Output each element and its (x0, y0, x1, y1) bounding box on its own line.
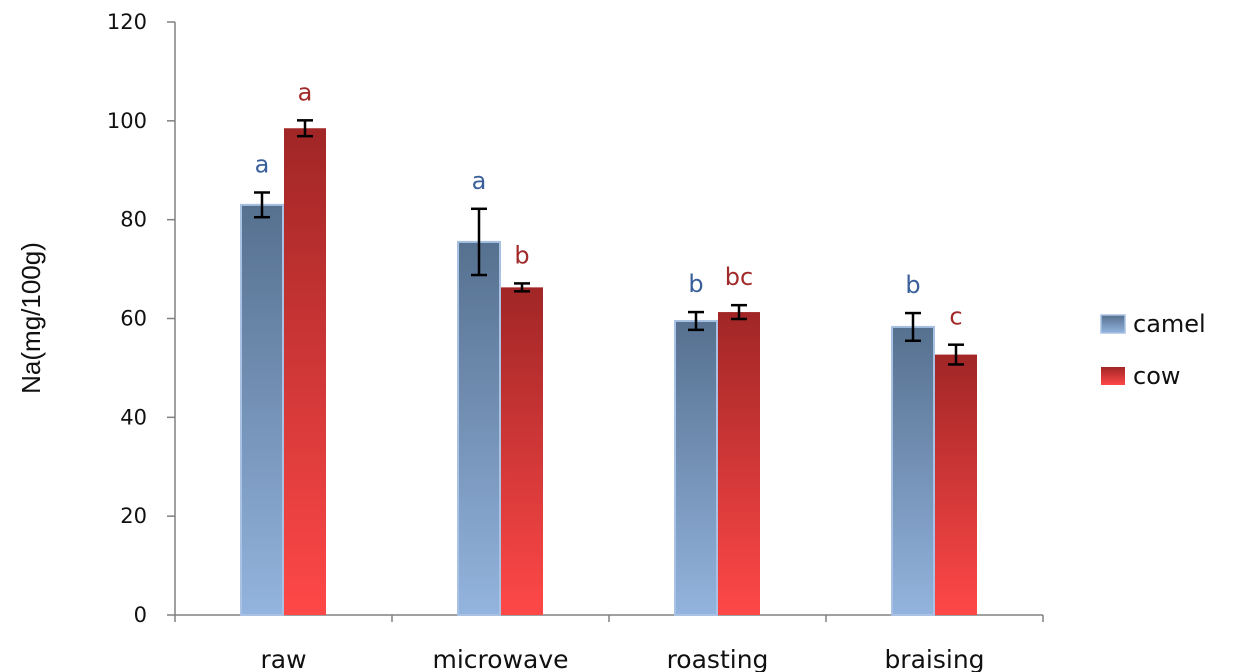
legend-label-camel: camel (1133, 310, 1206, 338)
legend-label-cow: cow (1133, 362, 1181, 390)
y-axis-label: Na(mg/100g) (16, 242, 46, 394)
x-tick-label: roasting (667, 645, 769, 672)
y-tick-label: 100 (107, 109, 147, 133)
bar-cow-microwave (501, 287, 543, 615)
legend: camel cow (1100, 310, 1206, 390)
legend-swatch-camel (1100, 314, 1126, 334)
y-tick-label: 80 (120, 208, 147, 232)
y-tick-label: 20 (120, 504, 147, 528)
y-tick-label: 40 (120, 405, 147, 429)
significance-letter-cow-microwave: b (514, 241, 529, 269)
x-tick-label: raw (260, 645, 306, 672)
y-tick-label: 60 (120, 307, 147, 331)
bar-camel-braising (891, 325, 935, 616)
significance-letter-camel-braising: b (905, 271, 920, 299)
x-tick-label: braising (884, 645, 984, 672)
bar-cow-raw (284, 128, 326, 615)
bar-camel-roasting (674, 319, 718, 616)
x-axis: raw microwave roasting braising (174, 614, 1044, 672)
bars (240, 128, 977, 616)
bar-camel-microwave (457, 240, 501, 616)
significance-letter-cow-braising: c (949, 303, 962, 331)
significance-letter-camel-raw: a (255, 150, 270, 178)
y-tick-label: 0 (134, 603, 147, 627)
y-tick-label: 120 (107, 10, 147, 34)
x-tick-label: microwave (432, 645, 568, 672)
bar-cow-roasting (718, 312, 760, 615)
y-axis: 0 20 40 60 80 100 120 (107, 10, 176, 627)
bar-cow-braising (935, 354, 977, 615)
significance-letter-camel-roasting: b (688, 270, 703, 298)
significance-letter-cow-roasting: bc (725, 263, 753, 291)
significance-letter-camel-microwave: a (472, 167, 487, 195)
error-bars (254, 119, 964, 366)
significance-letter-cow-raw: a (298, 78, 313, 106)
legend-swatch-cow (1101, 367, 1125, 385)
bar-camel-raw (240, 203, 284, 616)
